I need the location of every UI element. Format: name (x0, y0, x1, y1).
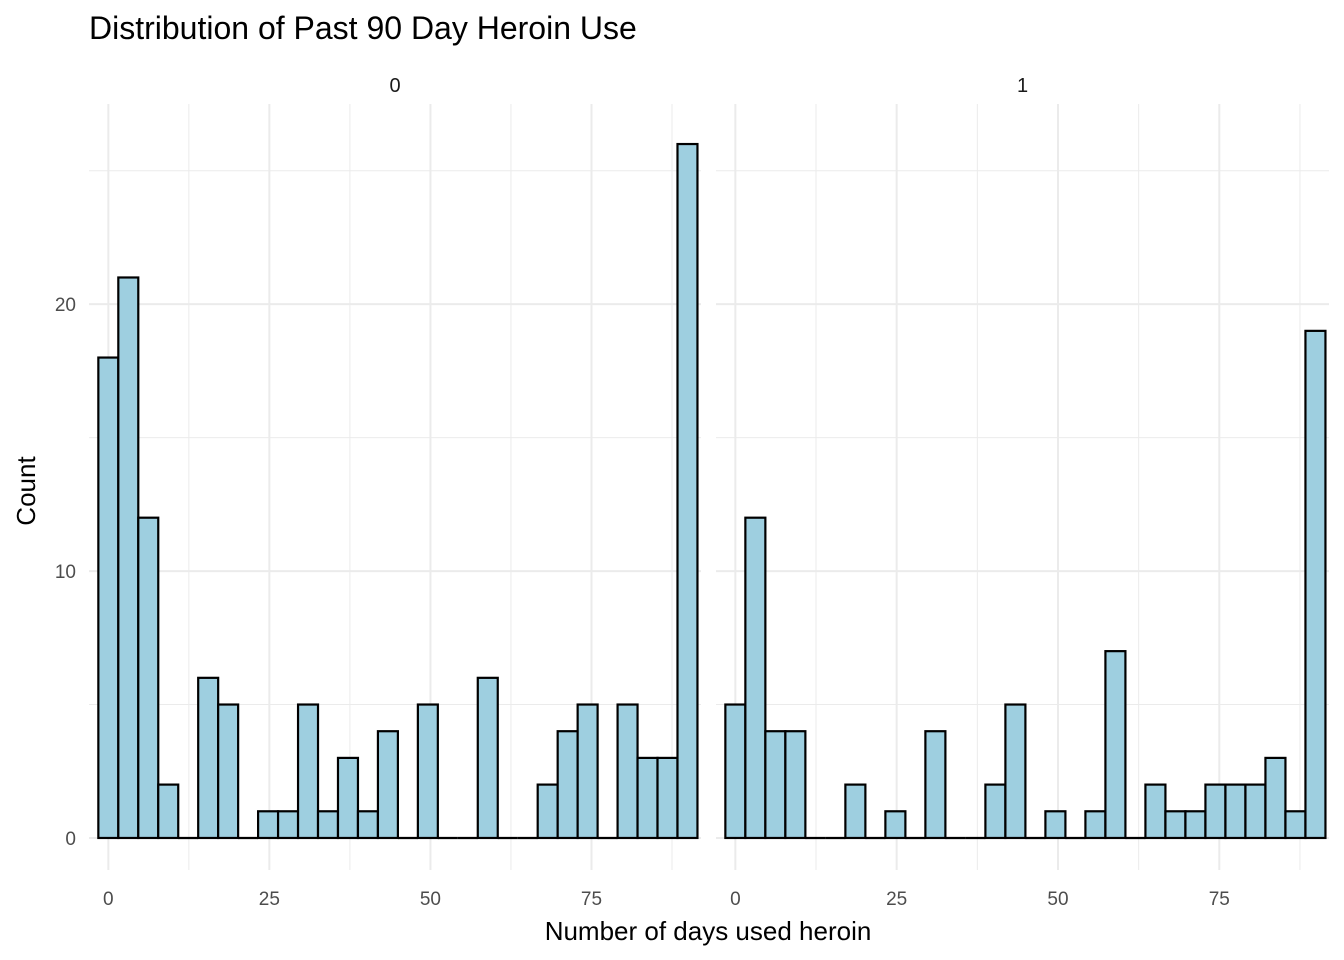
histogram-bar (1224, 783, 1247, 840)
x-tick-label: 0 (103, 889, 114, 910)
histogram-bar (476, 676, 499, 840)
y-tick-label: 10 (55, 562, 76, 583)
histogram-bar (1264, 756, 1287, 840)
histogram-bar (636, 756, 659, 840)
histogram-bar (1284, 810, 1307, 840)
histogram-bar (764, 730, 787, 840)
histogram-bar (257, 810, 280, 840)
histogram-bar (924, 730, 947, 840)
histogram-bar (536, 783, 559, 840)
histogram-bar (884, 810, 907, 840)
histogram-bar (296, 703, 320, 840)
x-tick-label: 75 (581, 889, 602, 910)
x-tick-label: 75 (1209, 889, 1230, 910)
histogram-bar (576, 703, 599, 840)
histogram-bar (1164, 810, 1187, 840)
histogram-bar (1044, 810, 1067, 840)
histogram-bar (744, 516, 767, 840)
histogram-bar (1144, 783, 1167, 840)
y-axis-label: Count (11, 456, 41, 526)
histogram-bar (556, 730, 579, 840)
histogram-bar (1204, 783, 1227, 840)
histogram-bar (97, 356, 120, 840)
histogram-bar (276, 810, 300, 840)
histogram-bar (844, 783, 867, 840)
histogram-bar (676, 142, 699, 840)
histogram-bar (784, 730, 807, 840)
histogram-bar (1244, 783, 1267, 840)
histogram-bar (1004, 703, 1027, 840)
x-tick-label: 25 (259, 889, 280, 910)
histogram-bar (1084, 810, 1107, 840)
x-tick-label: 25 (886, 889, 907, 910)
facet-strip-label: 0 (389, 75, 400, 97)
x-tick-label: 50 (420, 889, 441, 910)
histogram-bar (416, 703, 439, 840)
histogram-bar (157, 783, 180, 840)
histogram-bar (616, 703, 639, 840)
histogram-bar (137, 516, 160, 840)
y-tick-label: 20 (55, 295, 76, 316)
chart-title: Distribution of Past 90 Day Heroin Use (89, 10, 637, 46)
histogram-bar (1184, 810, 1207, 840)
histogram-bar (724, 703, 747, 840)
x-axis-label: Number of days used heroin (545, 916, 872, 946)
x-tick-label: 0 (730, 889, 741, 910)
histogram-bar (356, 810, 380, 840)
histogram-bar (376, 730, 399, 840)
histogram-bar (316, 810, 340, 840)
histogram-bar (656, 756, 679, 840)
histogram-bar (117, 276, 140, 840)
x-tick-label: 50 (1047, 889, 1068, 910)
facet-panel-0: 0 0 25 50 75 (89, 75, 701, 910)
histogram-bar (197, 676, 220, 840)
facet-strip-label: 1 (1017, 75, 1028, 97)
y-tick-label: 0 (65, 829, 76, 850)
histogram-bar (1304, 329, 1327, 840)
histogram-bar (217, 703, 240, 840)
histogram-bar (336, 756, 360, 840)
histogram-bar (1104, 650, 1127, 840)
histogram-bar (984, 783, 1007, 840)
facet-panel-1: 1 0 25 50 75 (716, 75, 1329, 910)
